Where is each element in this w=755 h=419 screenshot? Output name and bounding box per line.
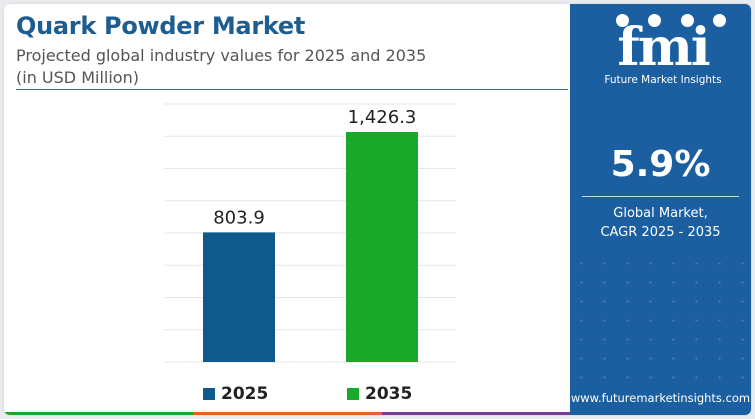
logo-wordmark: fmi <box>617 17 710 78</box>
legend-label-2035: 2035 <box>365 384 413 404</box>
cagr-label: Global Market, CAGR 2025 - 2035 <box>570 204 751 242</box>
logo-icons <box>616 14 726 28</box>
side-panel: fmi Future Market Insights 5.9% Global M… <box>570 4 751 415</box>
subtitle-line-1: Projected global industry values for 202… <box>16 46 427 65</box>
cagr-divider <box>582 196 739 197</box>
data-label-2025: 803.9 <box>213 207 265 228</box>
legend-swatch-2025 <box>203 388 215 400</box>
bar-2035 <box>346 132 418 362</box>
bar-2025 <box>203 232 275 362</box>
bottom-bar-orange <box>193 412 382 415</box>
title-divider <box>16 89 568 90</box>
bottom-bar-purple <box>382 412 570 415</box>
logo-dot-icon <box>648 14 662 27</box>
logo-dot-icon <box>712 14 726 27</box>
legend-item-2035: 2035 <box>347 384 412 404</box>
cagr-label-line-2: CAGR 2025 - 2035 <box>600 225 721 240</box>
panel-texture <box>570 254 751 404</box>
page-subtitle: Projected global industry values for 202… <box>16 45 426 89</box>
bar-chart: 803.9 1,426.3 <box>164 103 456 363</box>
infographic-card: Quark Powder Market Projected global ind… <box>4 4 751 415</box>
cagr-label-line-1: Global Market, <box>613 206 708 221</box>
data-label-2035: 1,426.3 <box>348 107 417 128</box>
logo-dot-icon <box>680 14 694 27</box>
bottom-bar-green <box>4 412 193 415</box>
legend-label-2025: 2025 <box>221 384 269 404</box>
logo-tagline: Future Market Insights <box>604 74 722 86</box>
website-link[interactable]: www.futuremarketinsights.com <box>570 391 751 405</box>
chart-legend: 2025 2035 <box>4 384 570 408</box>
bottom-color-bar <box>4 412 570 415</box>
legend-swatch-2035 <box>347 388 359 400</box>
page-title: Quark Powder Market <box>16 12 306 40</box>
legend-item-2025: 2025 <box>203 384 268 404</box>
cagr-value: 5.9% <box>610 144 711 185</box>
logo-dot-icon <box>616 14 629 27</box>
fmi-logo: fmi Future Market Insights <box>598 14 728 90</box>
subtitle-line-2: (in USD Million) <box>16 68 139 87</box>
